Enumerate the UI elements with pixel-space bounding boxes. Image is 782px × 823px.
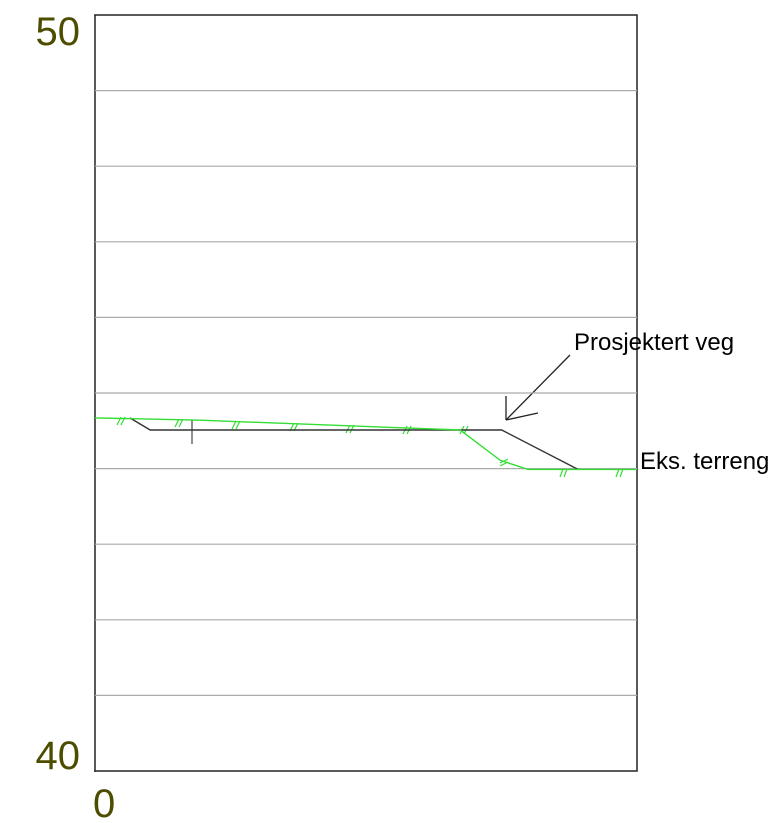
y-tick-label: 50 [36,10,81,54]
x-tick-label: 0 [93,782,115,823]
series-line [129,417,579,471]
y-tick-label: 40 [36,734,81,778]
series-annotation: Eks. terreng [640,448,769,475]
annotation-arrow [505,354,571,421]
series-line [94,417,637,471]
series-annotation: Prosjektert veg [574,329,734,356]
